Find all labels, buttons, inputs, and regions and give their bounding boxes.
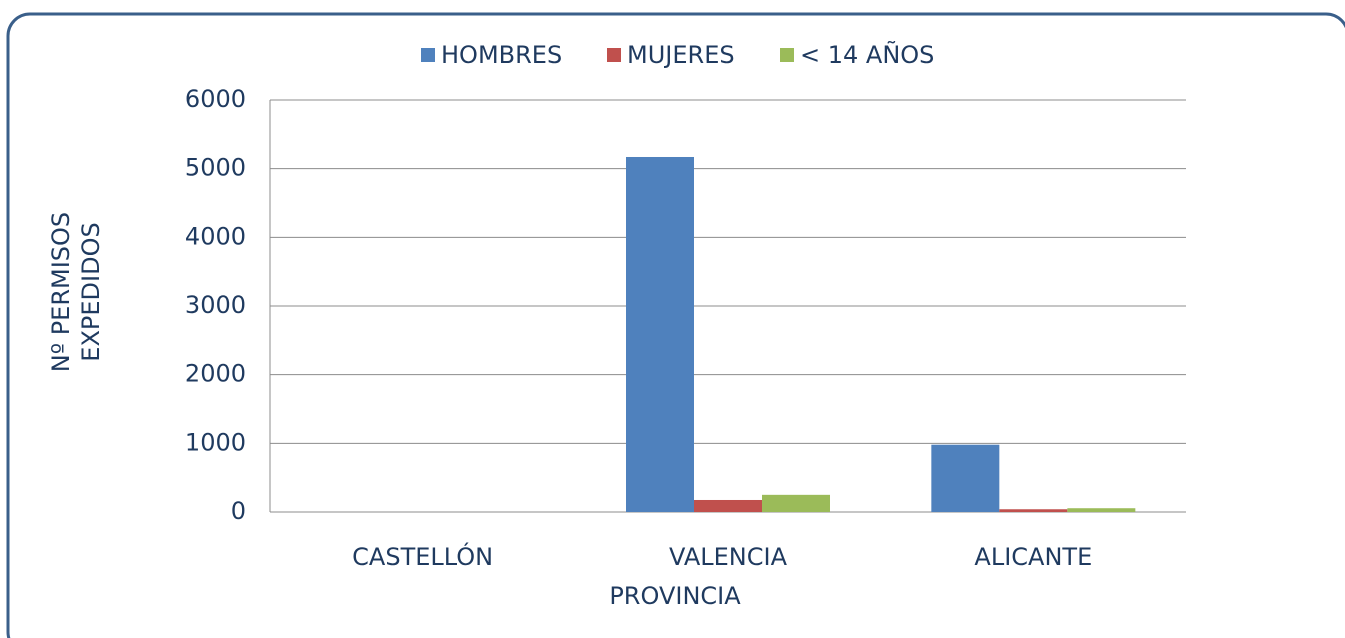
legend-label: MUJERES [627,41,735,69]
legend-label: HOMBRES [441,41,562,69]
x-tick-label: ALICANTE [974,543,1092,571]
bar [762,494,830,512]
legend-swatch [421,48,435,62]
y-tick-label: 4000 [185,222,246,250]
legend-swatch [780,48,794,62]
bar [626,156,694,512]
y-tick-label: 0 [231,497,246,525]
bar [1067,508,1136,512]
y-tick-label: 3000 [185,291,246,319]
y-tick-label: 6000 [185,85,246,113]
y-axis-label: Nº PERMISOS EXPEDIDOS [47,211,105,373]
x-axis-label: PROVINCIA [609,582,741,610]
y-tick-label: 1000 [185,428,246,456]
legend-swatch [607,48,621,62]
x-tick-label: VALENCIA [669,543,788,571]
bar [931,444,1000,512]
y-tick-label: 5000 [185,154,246,182]
bar [694,499,762,512]
y-tick-label: 2000 [185,360,246,388]
legend-label: < 14 AÑOS [800,39,934,69]
x-tick-label: CASTELLÓN [352,541,493,571]
bar [999,509,1068,512]
